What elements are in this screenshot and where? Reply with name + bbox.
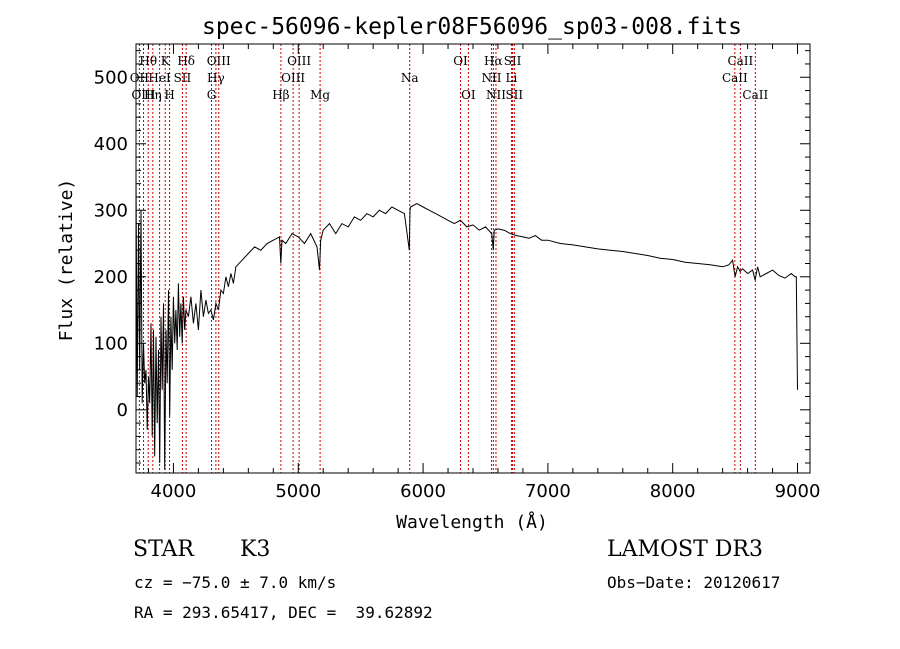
- spectral-line-label: OI: [461, 88, 476, 102]
- spectral-line-label: SII: [504, 54, 522, 68]
- spectral-line-label: Hα: [484, 54, 503, 68]
- spectral-line-label: SII: [505, 88, 523, 102]
- coordinates: RA = 293.65417, DEC = 39.62892: [134, 603, 433, 622]
- x-tick-label: 5000: [275, 481, 321, 502]
- x-tick-label: 4000: [151, 481, 197, 502]
- x-tick-label: 8000: [650, 481, 696, 502]
- spectrum-series-line: [135, 176, 798, 470]
- y-tick-label: 500: [94, 67, 128, 88]
- spectral-line-label: NII: [486, 88, 506, 102]
- spectral-line-label: Hγ: [207, 71, 225, 85]
- y-tick-label: 100: [94, 333, 128, 354]
- y-tick-label: 200: [94, 267, 128, 288]
- y-axis-label: Flux (relative): [56, 179, 77, 342]
- spectral-line-label: Li: [506, 71, 518, 85]
- spectral-line-label: SII: [174, 71, 192, 85]
- spectral-line-label: OIII: [207, 54, 231, 68]
- plot-frame: [135, 43, 811, 474]
- spectral-line-label: OIII: [281, 71, 305, 85]
- observation-date: Obs−Date: 20120617: [607, 573, 781, 592]
- spectral-line-label: Hβ: [272, 88, 289, 102]
- spectral-line-label: HeI: [148, 71, 171, 85]
- chart-title: spec-56096-kepler08F56096_sp03-008.fits: [202, 14, 742, 40]
- survey-name: LAMOST DR3: [607, 537, 763, 562]
- object-class: STAR: [133, 537, 194, 562]
- spectral-line-label: NII: [481, 71, 501, 85]
- spectral-line-label: Hη: [144, 88, 162, 102]
- y-tick-label: 300: [94, 200, 128, 221]
- object-subclass: K3: [240, 537, 271, 562]
- x-tick-label: 9000: [775, 481, 821, 502]
- spectral-line-label: CaII: [727, 54, 753, 68]
- x-tick-label: 6000: [400, 481, 446, 502]
- spectral-line-label: Hδ: [177, 54, 195, 68]
- spectral-line-label: OIII: [131, 88, 155, 102]
- y-tick-label: 400: [94, 134, 128, 155]
- spectral-line-label: K: [161, 54, 171, 68]
- spectral-line-label: G: [207, 88, 217, 102]
- spectral-line-label: OI: [453, 54, 468, 68]
- spectral-line-label: OIII: [287, 54, 311, 68]
- spectral-line-label: CaII: [742, 88, 768, 102]
- spectral-line-label: OII: [130, 71, 150, 85]
- spectral-line-label: Na: [401, 71, 419, 85]
- spectral-line-label: Mg: [310, 88, 330, 102]
- redshift-velocity: cz = −75.0 ± 7.0 km/s: [134, 573, 337, 592]
- x-tick-label: 7000: [525, 481, 571, 502]
- spectral-line-label: H: [164, 88, 174, 102]
- y-tick-label: 0: [117, 400, 128, 421]
- spectral-line-label: CaII: [722, 71, 748, 85]
- x-axis-label: Wavelength (Å): [396, 511, 548, 533]
- spectral-line-label: Hθ: [139, 54, 157, 68]
